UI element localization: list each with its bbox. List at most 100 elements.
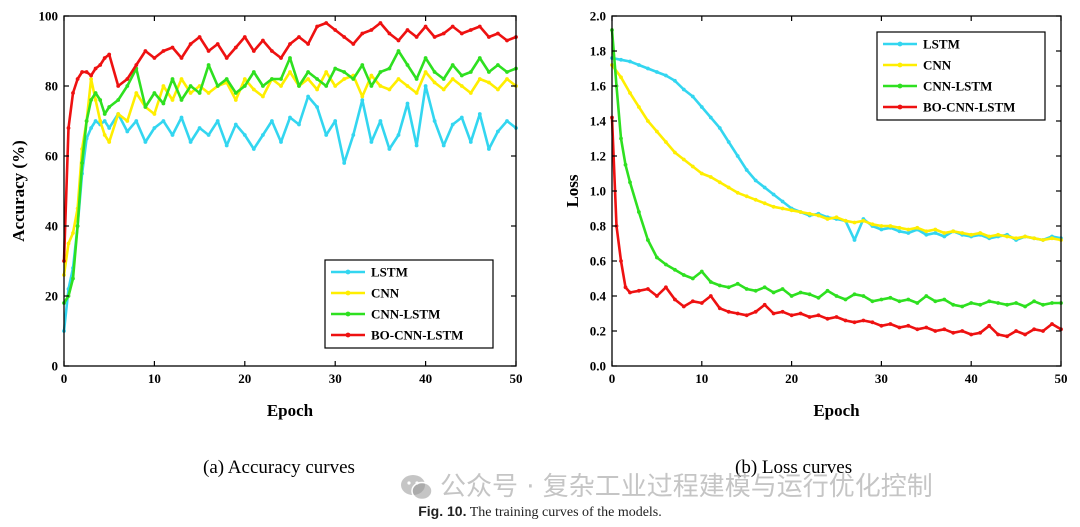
data-point <box>297 122 301 127</box>
data-point <box>496 63 500 67</box>
data-point <box>396 38 401 43</box>
data-point <box>861 218 866 223</box>
data-point <box>870 299 875 304</box>
data-point <box>897 299 902 304</box>
data-point <box>333 66 338 71</box>
y-tick-label: 0.0 <box>590 359 606 374</box>
data-point <box>708 280 713 284</box>
data-point <box>933 227 938 232</box>
data-point <box>924 229 929 234</box>
data-point <box>646 119 650 123</box>
data-point <box>206 91 211 95</box>
data-point <box>242 35 247 39</box>
y-tick-label: 60 <box>45 149 58 164</box>
data-point <box>789 208 794 213</box>
data-point <box>664 73 668 78</box>
data-point <box>324 70 329 74</box>
data-point <box>215 42 220 46</box>
data-point <box>717 126 722 130</box>
data-point <box>780 199 785 204</box>
data-point <box>360 94 365 99</box>
data-point <box>816 313 821 318</box>
y-tick-label: 1.8 <box>590 44 607 59</box>
data-point <box>942 327 947 332</box>
data-point <box>468 28 473 32</box>
data-point <box>951 330 956 335</box>
data-point <box>681 304 686 309</box>
x-tick-label: 10 <box>695 371 708 386</box>
data-point <box>960 231 965 235</box>
data-point <box>996 332 1000 337</box>
data-point <box>717 306 722 311</box>
data-point <box>98 98 103 102</box>
data-point <box>66 241 71 246</box>
data-point <box>93 98 98 102</box>
data-point <box>261 84 265 88</box>
data-point <box>116 98 121 102</box>
data-point <box>906 231 911 235</box>
legend-label-cnn-lstm: CNN-LSTM <box>371 307 440 322</box>
data-point <box>906 297 911 302</box>
data-point <box>387 66 392 71</box>
data-point <box>852 320 857 325</box>
data-point <box>655 70 659 74</box>
data-point <box>306 77 310 81</box>
data-point <box>888 322 893 326</box>
data-point <box>771 204 776 209</box>
data-point <box>646 238 650 242</box>
data-point <box>744 168 749 172</box>
y-tick-label: 20 <box>45 289 58 304</box>
data-point <box>224 143 229 148</box>
data-point <box>960 329 965 333</box>
data-point <box>423 70 428 74</box>
data-point <box>637 105 641 109</box>
data-point <box>637 288 641 293</box>
data-point <box>762 185 767 190</box>
data-point <box>1050 236 1054 241</box>
data-point <box>360 63 365 67</box>
legend: LSTM CNN CNN-LSTM BO-CNN-LSTM <box>324 259 494 349</box>
data-point <box>987 234 992 239</box>
data-point <box>655 129 659 134</box>
data-point <box>396 49 401 53</box>
data-point <box>197 35 202 39</box>
data-point <box>496 87 500 92</box>
data-point <box>179 56 184 60</box>
data-point <box>306 94 310 99</box>
data-point <box>66 126 71 130</box>
data-point <box>681 87 686 92</box>
data-point <box>233 91 238 95</box>
data-point <box>270 49 274 53</box>
data-point <box>188 42 193 46</box>
data-point <box>288 70 292 74</box>
data-point <box>477 77 482 81</box>
y-tick-label: 100 <box>39 9 59 24</box>
data-point <box>987 299 992 304</box>
data-point <box>870 222 875 227</box>
x-tick-label: 10 <box>148 371 161 386</box>
y-tick-label: 1.6 <box>590 79 607 94</box>
data-point <box>71 91 75 95</box>
y-axis-label: Accuracy (%) <box>9 140 28 242</box>
data-point <box>690 164 695 169</box>
legend-marker <box>345 290 351 296</box>
data-point <box>1032 236 1036 241</box>
watermark-text: 公众号 · 复杂工业过程建模与运行优化控制 <box>440 472 933 502</box>
data-point <box>107 52 112 57</box>
data-point <box>1005 234 1009 239</box>
legend-marker <box>897 62 903 68</box>
data-point <box>423 56 428 60</box>
y-tick-label: 1.4 <box>590 114 607 129</box>
data-point <box>224 77 229 81</box>
data-point <box>71 231 75 235</box>
data-point <box>834 315 839 319</box>
data-point <box>699 301 704 305</box>
data-point <box>102 119 107 123</box>
data-point <box>655 294 659 298</box>
data-point <box>852 238 857 242</box>
data-point <box>623 162 628 167</box>
data-point <box>297 84 301 88</box>
x-tick-label: 0 <box>609 371 616 386</box>
data-point <box>699 171 704 176</box>
